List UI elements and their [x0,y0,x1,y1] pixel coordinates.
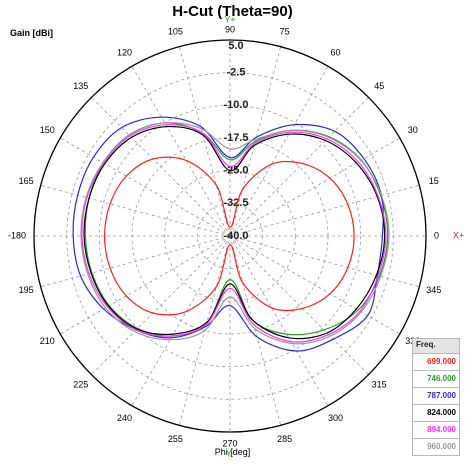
grid-spoke [131,235,231,406]
grid-spoke [60,137,231,237]
angle-tick-label: 0 [434,230,439,240]
grid-spoke [229,137,400,237]
angle-tick-label: 60 [330,48,340,58]
grid-spoke [229,235,369,375]
y-minus-marker: Y- [226,448,234,458]
grid-spoke [229,66,329,237]
legend-item-894.000: 894.000 [412,422,460,439]
chart-title: H-Cut (Theta=90) [172,3,293,20]
grid-spoke [131,66,231,237]
angle-tick-label: 90 [225,24,235,34]
series-curve-824.000 [83,125,386,340]
angle-tick-label: 240 [117,413,132,423]
grid-spoke [229,235,400,335]
angle-tick-label: -180 [8,230,26,240]
radial-tick-label: -2.5 [227,67,246,79]
x-plus-marker: X+ [453,230,464,240]
grid-spoke [178,46,231,237]
angle-tick-label: 255 [168,434,183,444]
grid-spoke [60,235,231,335]
radial-tick-label: -17.5 [223,132,248,144]
angle-tick-label: 225 [73,380,88,390]
angle-tick-label: 300 [328,413,343,423]
angle-tick-label: 165 [19,176,34,186]
angle-tick-label: 315 [372,380,387,390]
radial-tick-label: 5.0 [228,40,243,52]
angle-tick-label: 30 [408,125,418,135]
series-curve-960.000 [80,121,390,345]
grid-spoke [229,235,420,288]
angle-tick-label: 15 [429,176,439,186]
legend-item-746.000: 746.000 [412,371,460,388]
grid-spoke [40,235,231,288]
legend-item-787.000: 787.000 [412,388,460,405]
grid-spoke [91,235,231,375]
grid-spoke [229,97,369,237]
angle-tick-label: 105 [168,27,183,37]
grid-spoke [229,184,420,237]
grid-spoke [40,184,231,237]
angle-tick-label: 120 [117,48,132,58]
legend-title: Freq. [412,338,460,354]
series-curve-699.000 [103,156,355,316]
grid-spoke [229,235,329,406]
grid-spoke [229,235,282,426]
grid-spoke [91,97,231,237]
series-curve-894.000 [81,124,387,343]
angle-tick-label: 45 [374,81,384,91]
y-axis-label: Gain [dBi] [10,28,53,38]
series-curve-787.000 [72,116,384,352]
angle-tick-label: 135 [73,81,88,91]
radial-tick-label: -32.5 [223,197,248,209]
grid-circle [33,39,427,433]
angle-tick-label: 75 [280,27,290,37]
legend: Freq. 699.000 746.000 787.000 824.000 894.00… [412,338,460,456]
angle-tick-label: 150 [40,125,55,135]
angle-tick-label: 270 [222,438,237,448]
legend-item-699.000: 699.000 [412,354,460,371]
legend-item-960.000: 960.000 [412,439,460,456]
angle-tick-label: 285 [277,434,292,444]
angle-tick-label: 345 [426,285,441,295]
angle-tick-label: 210 [40,336,55,346]
y-plus-marker: Y+ [224,14,235,24]
radial-tick-label: -10.0 [223,99,248,111]
radial-tick-label: -40.0 [223,230,248,242]
grid-circle [98,104,362,368]
legend-item-824.000: 824.000 [412,405,460,422]
radial-tick-label: -25.0 [223,165,248,177]
angle-tick-label: 195 [19,285,34,295]
x-axis-label: Phi [deg] [214,447,251,457]
